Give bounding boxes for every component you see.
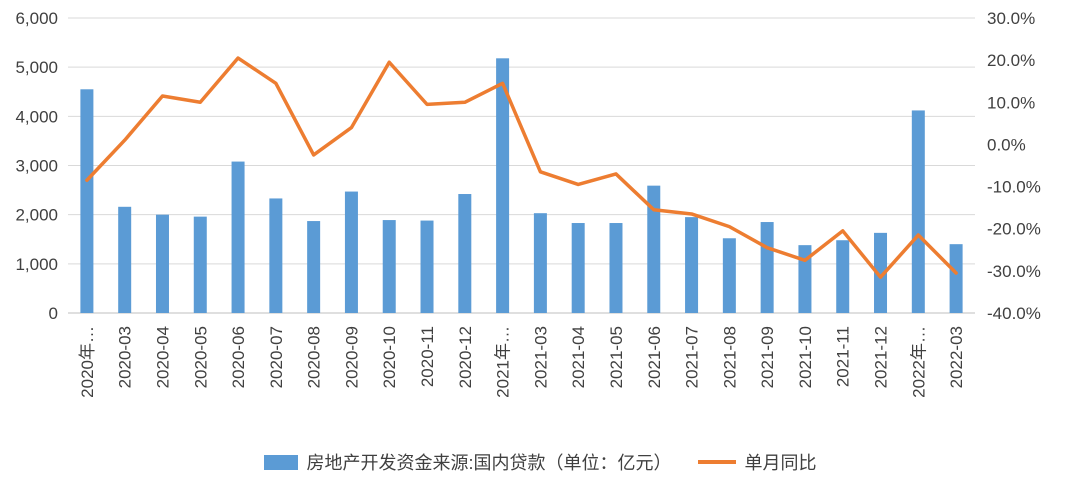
svg-text:2020-11: 2020-11 (418, 326, 437, 387)
svg-text:30.0%: 30.0% (987, 9, 1035, 28)
svg-text:2022年…: 2022年… (909, 326, 928, 398)
svg-text:2020-03: 2020-03 (116, 326, 135, 388)
svg-text:2021-08: 2021-08 (720, 326, 739, 388)
legend-label-line: 单月同比 (744, 453, 817, 473)
svg-text:0: 0 (49, 304, 58, 323)
right-axis-labels: -40.0% -30.0% -20.0% -10.0% 0.0% 10.0% 20.0% 30… (987, 9, 1041, 323)
bar-series-swatch (263, 454, 298, 470)
line-series-swatch (697, 459, 736, 465)
svg-text:5,000: 5,000 (15, 58, 58, 77)
svg-text:-20.0%: -20.0% (987, 220, 1041, 239)
svg-text:2021-10: 2021-10 (796, 326, 815, 388)
svg-text:2022-03: 2022-03 (947, 326, 966, 388)
legend-label-bar: 房地产开发资金来源:国内贷款（单位：亿元） (306, 453, 672, 473)
svg-text:2020-04: 2020-04 (153, 326, 172, 388)
svg-text:2020-08: 2020-08 (305, 326, 324, 388)
chart-legend: 房地产开发资金来源:国内贷款（单位：亿元） 单月同比 (0, 449, 1080, 475)
svg-text:-10.0%: -10.0% (987, 178, 1041, 197)
svg-text:2021-05: 2021-05 (607, 326, 626, 388)
svg-text:0.0%: 0.0% (987, 135, 1026, 154)
svg-text:20.0%: 20.0% (987, 51, 1035, 70)
svg-text:2020-09: 2020-09 (342, 326, 361, 388)
svg-text:2,000: 2,000 (15, 206, 58, 225)
x-axis-labels: 2020年… 2020-03 2020-04 2020-05 2020-06 2020-0… (78, 326, 966, 398)
svg-text:2020-07: 2020-07 (267, 326, 286, 388)
svg-text:-40.0%: -40.0% (987, 304, 1041, 323)
gridlines (68, 17, 975, 314)
svg-text:2021-04: 2021-04 (569, 326, 588, 388)
bar-series (80, 58, 963, 314)
svg-text:2021-09: 2021-09 (758, 326, 777, 388)
svg-text:2021-11: 2021-11 (834, 326, 853, 387)
left-axis-labels: 0 1,000 2,000 3,000 4,000 5,000 6,000 (15, 9, 58, 323)
svg-text:2020年…: 2020年… (78, 326, 97, 398)
svg-text:2021-07: 2021-07 (683, 326, 702, 388)
svg-text:2020-05: 2020-05 (191, 326, 210, 388)
svg-text:2021-06: 2021-06 (645, 326, 664, 388)
legend-item-line: 单月同比 (697, 449, 817, 475)
svg-text:2021-03: 2021-03 (531, 326, 550, 388)
svg-text:2020-06: 2020-06 (229, 326, 248, 388)
line-series (85, 56, 958, 279)
svg-text:2020-10: 2020-10 (380, 326, 399, 388)
svg-text:2020-12: 2020-12 (456, 326, 475, 388)
svg-text:4,000: 4,000 (15, 107, 58, 126)
svg-text:3,000: 3,000 (15, 157, 58, 176)
svg-text:2021-12: 2021-12 (872, 326, 891, 388)
svg-text:1,000: 1,000 (15, 255, 58, 274)
svg-text:2021年…: 2021年… (494, 326, 513, 398)
svg-text:6,000: 6,000 (15, 9, 58, 28)
svg-text:-30.0%: -30.0% (987, 262, 1041, 281)
legend-item-bar: 房地产开发资金来源:国内贷款（单位：亿元） (263, 449, 672, 475)
svg-text:10.0%: 10.0% (987, 93, 1035, 112)
